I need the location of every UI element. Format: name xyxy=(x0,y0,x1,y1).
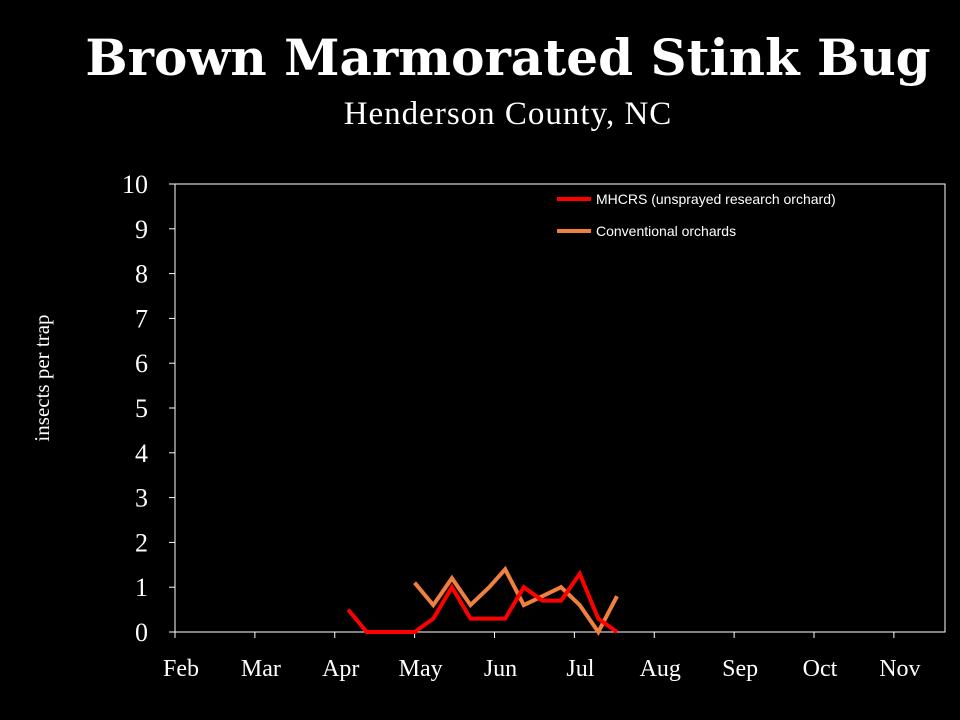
x-tick-label: Apr xyxy=(322,656,359,682)
x-tick-label: Oct xyxy=(803,656,838,682)
plot-frame xyxy=(174,183,946,633)
y-tick-label: 8 xyxy=(135,260,148,289)
series-line-1 xyxy=(413,565,619,636)
y-tick-label: 7 xyxy=(135,304,148,333)
x-tick-label: Jun xyxy=(484,656,517,682)
legend-label-0: MHCRS (unsprayed research orchard) xyxy=(596,191,836,207)
y-axis-label: insects per trap xyxy=(30,314,54,441)
y-tick-label: 6 xyxy=(135,349,148,378)
chart-subtitle: Henderson County, NC xyxy=(343,96,673,132)
x-tick-label: Feb xyxy=(163,656,199,682)
y-tick-label: 10 xyxy=(122,170,148,199)
y-tick-label: 5 xyxy=(135,394,148,423)
chart-title: Brown Marmorated Stink Bug xyxy=(85,28,931,87)
y-tick-label: 4 xyxy=(135,439,148,468)
plot-area: 0 1 2 3 4 5 6 7 8 9 10 Feb Mar Apr May Jun Jul Aug Sep Oct N… xyxy=(30,170,946,682)
x-tick-label: May xyxy=(399,656,443,682)
y-tick-label: 9 xyxy=(135,215,148,244)
legend-label-1: Conventional orchards xyxy=(596,223,736,239)
y-tick-label: 3 xyxy=(135,484,148,513)
x-tick-label: Sep xyxy=(722,656,758,682)
y-tick-label: 2 xyxy=(135,528,148,557)
x-tick-label: Jul xyxy=(566,656,594,682)
x-tick-label: Aug xyxy=(640,656,681,682)
y-tick-label: 0 xyxy=(135,618,148,647)
x-tick-label: Mar xyxy=(241,656,281,682)
series-line-0 xyxy=(346,569,619,634)
y-tick-label: 1 xyxy=(135,573,148,602)
x-tick-label: Nov xyxy=(879,656,920,682)
